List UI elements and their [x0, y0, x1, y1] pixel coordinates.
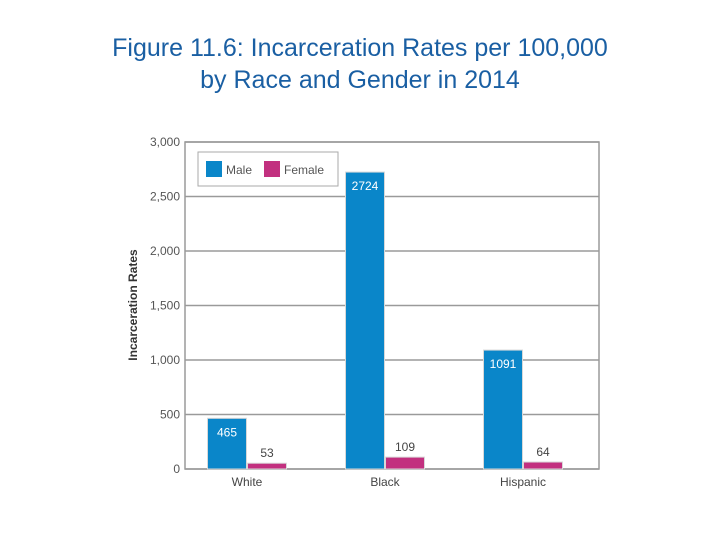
- legend: Male Female: [197, 151, 339, 187]
- data-label: 465: [217, 425, 237, 439]
- x-tick-label: Hispanic: [500, 475, 546, 489]
- y-tick-label: 2,500: [150, 190, 180, 204]
- legend-label-female: Female: [284, 163, 324, 177]
- y-tick-label: 0: [173, 462, 180, 476]
- bar-female-white: [247, 462, 287, 470]
- data-label: 1091: [490, 357, 517, 371]
- bar-female-black: [385, 456, 425, 470]
- bar-female-hispanic: [523, 461, 563, 470]
- bar-male-hispanic: [483, 349, 523, 470]
- x-axis-categories: White Black Hispanic: [232, 475, 546, 489]
- y-tick-label: 500: [160, 408, 180, 422]
- y-axis-ticks: 0 500 1,000 1,500 2,000 2,500 3,000: [150, 135, 180, 476]
- data-label: 2724: [352, 179, 379, 193]
- data-label: 53: [260, 446, 274, 460]
- data-label: 64: [536, 445, 550, 459]
- bar-male-black: [345, 171, 385, 470]
- y-axis-label: Incarceration Rates: [126, 249, 140, 361]
- bars: 465 53 2724 109 1091 64: [207, 171, 563, 470]
- x-tick-label: White: [232, 475, 263, 489]
- legend-swatch-male: [206, 161, 222, 177]
- chart-title-line-1: Figure 11.6: Incarceration Rates per 100…: [112, 34, 608, 62]
- bar-male-white: [207, 417, 247, 470]
- data-label: 109: [395, 440, 415, 454]
- x-tick-label: Black: [370, 475, 400, 489]
- y-tick-label: 1,000: [150, 353, 180, 367]
- chart-title-line-2: by Race and Gender in 2014: [200, 66, 520, 94]
- y-tick-label: 1,500: [150, 299, 180, 313]
- legend-swatch-female: [264, 161, 280, 177]
- legend-label-male: Male: [226, 163, 252, 177]
- gridlines: [184, 141, 600, 470]
- y-tick-label: 3,000: [150, 135, 180, 149]
- y-tick-label: 2,000: [150, 244, 180, 258]
- chart-title: Figure 11.6: Incarceration Rates per 100…: [0, 32, 720, 96]
